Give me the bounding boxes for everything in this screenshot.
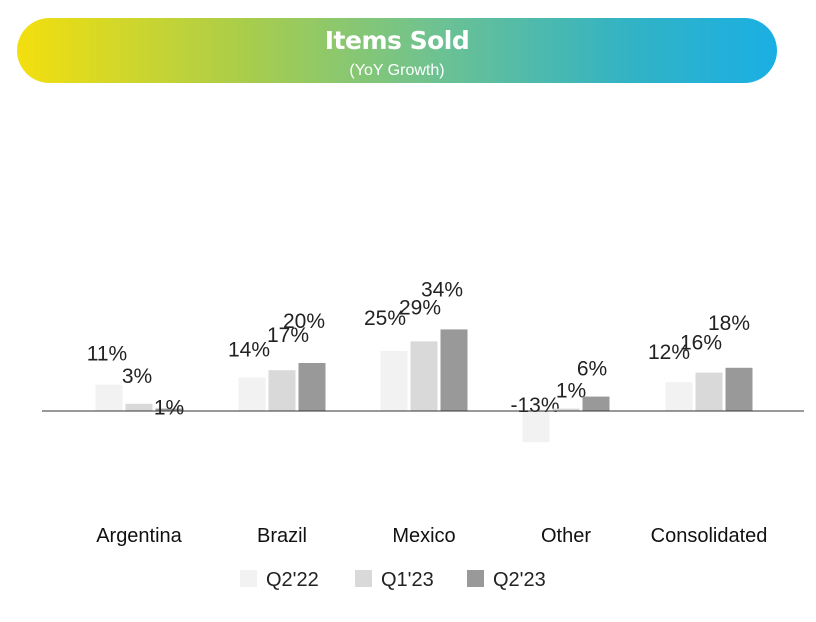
legend-label: Q2'22 <box>266 569 319 591</box>
bar <box>522 411 550 443</box>
data-label: 16% <box>680 332 722 355</box>
bar <box>725 367 753 411</box>
data-label: 1% <box>154 397 184 420</box>
bar <box>695 372 723 411</box>
bar <box>238 377 266 411</box>
category-label: Mexico <box>392 525 455 547</box>
chart-title: Items Sold <box>324 26 470 55</box>
bar <box>440 329 468 411</box>
data-label: 29% <box>399 296 441 319</box>
legend-swatch <box>467 570 484 587</box>
bar <box>665 382 693 411</box>
bar <box>298 363 326 411</box>
data-label: 34% <box>421 278 463 301</box>
data-label: 1% <box>556 380 586 403</box>
legend-label: Q2'23 <box>493 569 546 591</box>
category-label: Other <box>541 525 591 547</box>
data-label: -13% <box>510 394 559 417</box>
bar <box>582 396 610 411</box>
bar <box>95 384 123 411</box>
data-label: 6% <box>577 358 607 381</box>
legend-swatch <box>240 570 257 587</box>
bar <box>380 351 408 411</box>
data-label: 11% <box>87 343 127 366</box>
title-banner: Items Sold (YoY Growth) <box>17 18 777 83</box>
data-label: 12% <box>648 341 690 364</box>
category-label: Brazil <box>257 525 307 547</box>
data-label: 18% <box>708 312 750 335</box>
bar <box>410 341 438 411</box>
data-label: 25% <box>364 307 406 330</box>
bar <box>268 370 296 411</box>
category-label: Argentina <box>96 525 182 547</box>
bar <box>552 408 580 411</box>
data-label: 3% <box>122 365 152 388</box>
legend-swatch <box>355 570 372 587</box>
bar <box>155 408 183 411</box>
bar <box>125 403 153 411</box>
data-label: 17% <box>267 324 309 347</box>
data-label: 20% <box>283 310 325 333</box>
category-label: Consolidated <box>651 525 768 547</box>
data-label: 14% <box>228 338 270 361</box>
chart-subtitle: (YoY Growth) <box>349 62 445 79</box>
legend-label: Q1'23 <box>381 569 434 591</box>
